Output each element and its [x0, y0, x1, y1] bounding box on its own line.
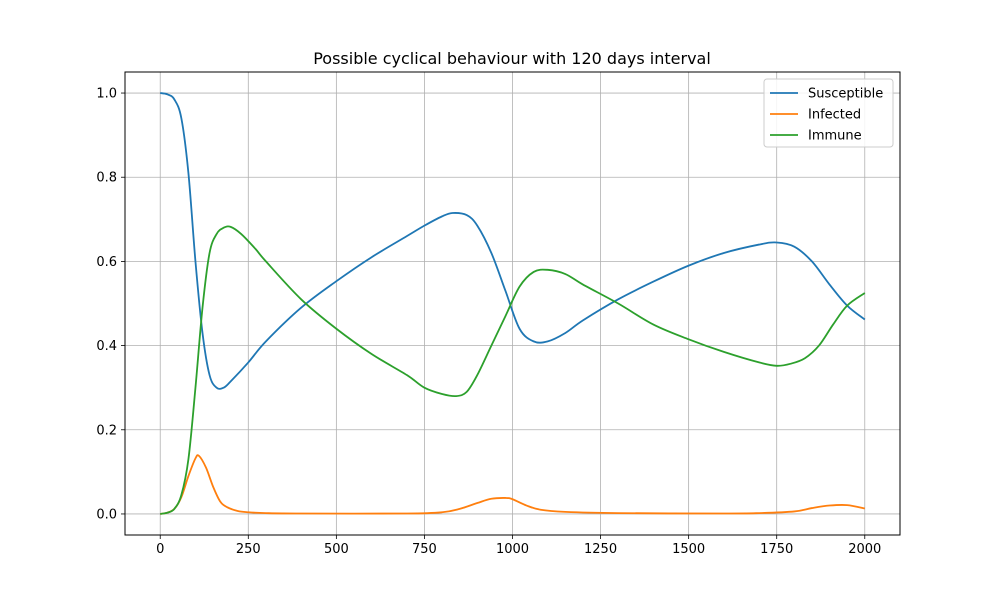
x-tick-label: 1250 — [584, 542, 617, 557]
axis-ticks: 0 250 500 750 1000 1250 1500 1750 2000 0.0 0.2 0.4 0… — [96, 87, 881, 557]
y-tick-label: 1.0 — [96, 87, 117, 102]
legend: Susceptible Infected Immune — [763, 78, 894, 148]
y-tick-label: 0.2 — [96, 423, 117, 438]
x-tick-label: 2000 — [848, 542, 881, 557]
chart-title: Possible cyclical behaviour with 120 day… — [313, 49, 711, 68]
series-line-infected — [160, 454, 865, 515]
legend-label: Immune — [808, 129, 862, 144]
x-tick-label: 0 — [156, 542, 164, 557]
legend-label: Susceptible — [808, 87, 883, 102]
x-tick-label: 1750 — [760, 542, 793, 557]
x-tick-label: 750 — [412, 542, 437, 557]
x-tick-label: 250 — [236, 542, 261, 557]
series-lines — [160, 92, 866, 515]
grid — [125, 72, 900, 535]
legend-label: Infected — [808, 108, 861, 123]
series-line-susceptible — [160, 92, 866, 390]
y-tick-label: 0.8 — [96, 171, 117, 186]
x-tick-label: 1500 — [672, 542, 705, 557]
legend-box — [763, 78, 894, 148]
series-line-immune — [160, 225, 866, 515]
x-tick-label: 1000 — [496, 542, 529, 557]
y-tick-label: 0.4 — [96, 339, 117, 354]
x-tick-label: 500 — [324, 542, 349, 557]
y-tick-label: 0.6 — [96, 255, 117, 270]
y-tick-label: 0.0 — [96, 507, 117, 522]
